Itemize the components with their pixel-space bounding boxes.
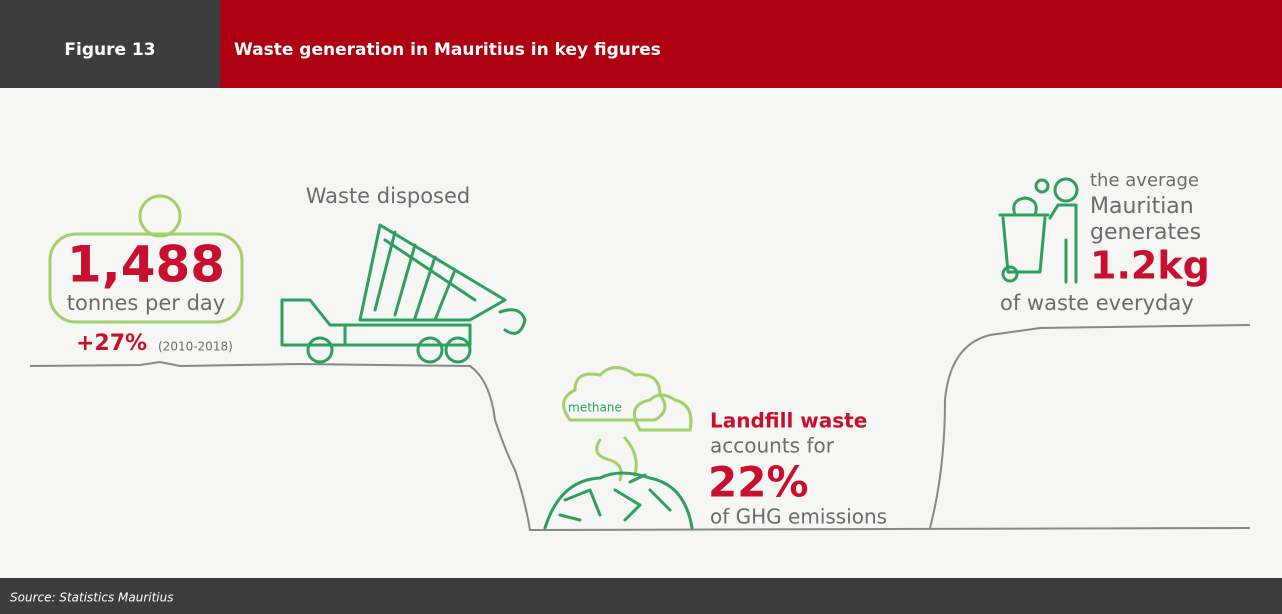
daily-period: (2010-2018) <box>158 340 233 354</box>
landfill-tail: of GHG emissions <box>710 505 887 529</box>
person-value: 1.2kg <box>1090 244 1210 288</box>
figure-label: Figure 13 <box>64 40 155 60</box>
landfill-lead: Landfill waste <box>710 409 867 433</box>
truck-caption: Waste disposed <box>306 184 471 208</box>
source-note: Source: Statistics Mauritius <box>10 591 173 605</box>
landfill-text: accounts for <box>710 434 835 458</box>
person-line1: the average <box>1090 170 1199 191</box>
daily-unit: tonnes per day <box>67 291 225 315</box>
cloud-label: methane <box>568 401 622 415</box>
footer-bar <box>0 578 1282 614</box>
landfill-value: 22% <box>708 458 809 507</box>
figure-title: Waste generation in Mauritius in key fig… <box>234 40 661 60</box>
person-tail: of waste everyday <box>1000 291 1194 315</box>
person-line3: generates <box>1090 220 1201 245</box>
daily-value: 1,488 <box>67 236 225 294</box>
daily-change: +27% <box>76 331 147 356</box>
infographic: Figure 13 Waste generation in Mauritius … <box>0 0 1282 614</box>
person-line2: Mauritian <box>1090 194 1194 219</box>
